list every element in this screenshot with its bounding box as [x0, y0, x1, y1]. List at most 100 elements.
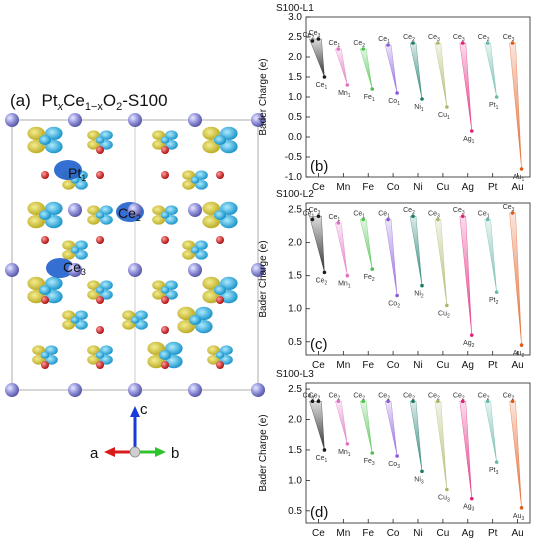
isosurface-core — [190, 176, 200, 184]
data-point — [310, 399, 315, 404]
charge-wedge — [384, 219, 398, 296]
ce-atom — [251, 113, 265, 127]
data-point — [322, 75, 327, 79]
isosurface-core — [160, 286, 170, 294]
dopant-group: Ce3 Ag1 — [453, 34, 475, 145]
dopant-group: Ce1 Co1 — [378, 36, 400, 107]
data-point — [411, 399, 415, 404]
isosurface-cluster — [182, 240, 208, 260]
data-label: Ni2 — [414, 291, 424, 300]
data-point — [395, 293, 399, 298]
data-label: Ce2 — [316, 277, 328, 286]
charge-wedge — [509, 212, 522, 346]
charge-wedge — [335, 222, 348, 276]
y-tick-label: 2.5 — [288, 32, 302, 43]
panel-label-a: (a) PtxCe1−xO2-S100 — [10, 91, 168, 113]
chart-panel-label: (c) — [310, 336, 328, 353]
data-label: Ce2 — [303, 32, 315, 41]
data-point — [322, 270, 327, 275]
data-point — [469, 129, 474, 133]
x-tick-label: Co — [387, 528, 400, 539]
isosurface-core — [160, 136, 170, 144]
y-tick-label: 2.0 — [288, 52, 302, 63]
data-label: Ce3 — [453, 207, 465, 216]
y-tick-label: 1.0 — [288, 304, 302, 315]
data-point — [469, 496, 474, 501]
isosurface-cluster — [207, 345, 233, 365]
crystal-axes-indicator: c a b — [90, 401, 179, 462]
dopant-group: Ce3 Au1 — [503, 34, 525, 183]
isosurface-cluster — [152, 205, 178, 225]
data-point — [485, 217, 490, 222]
x-tick-label: Cu — [436, 360, 449, 371]
bader-charge-charts: S100-L1 (b) Bader Charge (e) 3.0 2.5 2.0 1.5 1.… — [258, 3, 531, 539]
isosurface-dark-lobe — [46, 258, 74, 278]
charge-wedge — [384, 401, 398, 457]
data-point — [310, 39, 315, 43]
data-label: Ce1 — [378, 36, 390, 45]
axis-b-arrowhead — [155, 447, 166, 457]
charge-wedge — [409, 401, 423, 472]
y-tick-label: 1.5 — [288, 271, 302, 282]
data-point — [445, 105, 449, 109]
o-atom — [96, 236, 104, 244]
data-point — [510, 41, 515, 45]
dopant-group: Ce3 Cu1 — [428, 34, 450, 121]
isosurface-lobes — [27, 126, 238, 369]
x-tick-label: Mn — [336, 360, 350, 371]
x-tick-label: Cu — [436, 182, 449, 193]
o-atom — [96, 326, 104, 334]
ce-atom — [68, 113, 82, 127]
ce-atom — [128, 383, 142, 397]
data-point — [420, 469, 424, 474]
data-label: Ce3 — [309, 30, 321, 39]
data-label: Ce2 — [378, 392, 390, 401]
data-label: Pt3 — [489, 467, 499, 476]
data-point — [411, 41, 415, 45]
data-point — [494, 290, 499, 295]
x-tick-label: Ce — [312, 528, 325, 539]
data-label: Au2 — [513, 350, 525, 359]
ce-atom — [68, 263, 82, 277]
charge-wedge — [334, 48, 348, 86]
data-point — [519, 343, 524, 347]
y-tick-label: 1.0 — [288, 92, 302, 103]
data-label: Ce2 — [478, 392, 490, 401]
dopant-group: Ce2 Ni1 — [403, 34, 424, 113]
dopant-group: Ce1 Fe2 — [353, 211, 375, 284]
y-tick-label: 1.5 — [288, 445, 302, 456]
data-label: Pt1 — [489, 102, 499, 111]
isosurface-cluster — [62, 310, 88, 330]
x-tick-label: Ni — [413, 360, 422, 371]
chart-panel: S100-L2 (c) Bader Charge (e) 2.5 2.0 1.5 1.0 0.… — [258, 189, 531, 371]
data-label: Ce3 — [428, 34, 440, 43]
y-axis-label: Bader Charge (e) — [258, 58, 269, 135]
data-label: Fe1 — [364, 94, 375, 103]
data-label: Ce3 — [503, 204, 515, 213]
atoms — [5, 113, 265, 397]
data-label: Ce1 — [478, 211, 490, 220]
dopant-group: Ce2 Ni3 — [403, 392, 424, 485]
dopant-group: Ce3 Au2 — [503, 204, 525, 359]
ce-atom — [68, 203, 82, 217]
data-label: Ce3 — [309, 207, 321, 216]
dopant-group: Ce1 Mn1 — [328, 214, 350, 290]
dopant-group: Ce2 Co3 — [378, 392, 400, 470]
axis-a-arrowhead — [104, 447, 115, 457]
axis-c-arrowhead — [130, 406, 140, 417]
chart-panel: S100-L3 (d) Bader Charge (e) 2.5 2.0 1.5 1.0 0.… — [258, 369, 531, 539]
dopant-group: Ce2 Ag3 — [453, 392, 475, 512]
data-label: Ce1 — [328, 40, 340, 49]
o-atom — [161, 361, 169, 369]
data-label: Ce3 — [503, 34, 515, 43]
data-point — [316, 214, 321, 219]
y-tick-label: 1.5 — [288, 72, 302, 83]
x-tick-label: Ag — [462, 528, 474, 539]
data-label: Ce3 — [428, 211, 440, 220]
data-label: Co3 — [388, 461, 400, 470]
data-label: Mn1 — [338, 281, 351, 290]
o-atom — [41, 296, 49, 304]
charge-wedge — [309, 38, 325, 78]
ce-atom — [68, 383, 82, 397]
charge-wedge — [484, 401, 497, 463]
